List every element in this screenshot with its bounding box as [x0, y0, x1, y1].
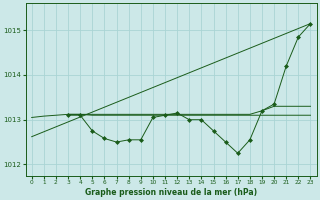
X-axis label: Graphe pression niveau de la mer (hPa): Graphe pression niveau de la mer (hPa): [85, 188, 257, 197]
